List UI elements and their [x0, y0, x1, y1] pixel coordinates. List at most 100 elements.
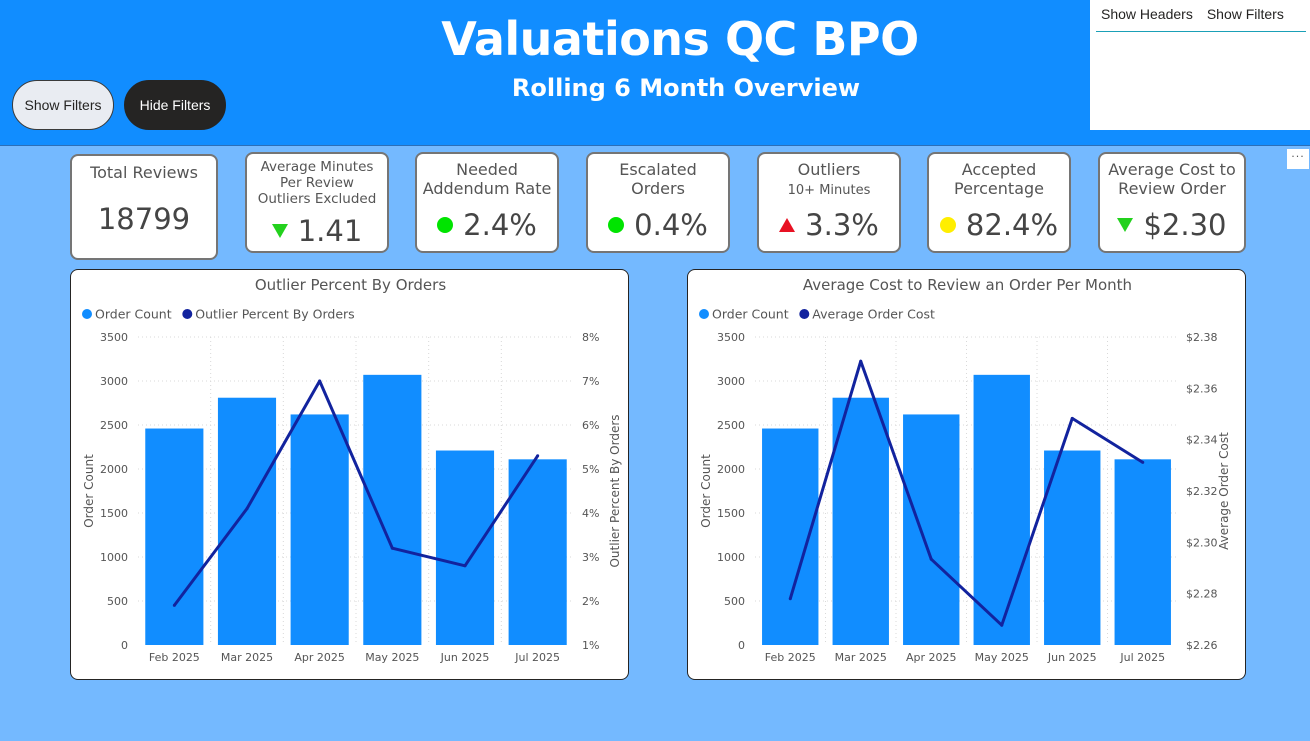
x-tick-label: May 2025	[975, 651, 1029, 664]
line-point	[536, 454, 540, 458]
line-point	[172, 603, 176, 607]
kpi-label: Total Reviews	[90, 163, 198, 182]
kpi-value: 1.41	[297, 214, 363, 248]
kpi-label: Average Cost to Review Order	[1108, 160, 1236, 198]
tab-show-headers[interactable]: Show Headers	[1101, 6, 1193, 22]
y-right-tick-label: $2.26	[1186, 639, 1218, 652]
kpi-value-row: 82.4%	[929, 208, 1069, 242]
kpi-value: 0.4%	[634, 208, 708, 242]
y-tick-label: 3000	[100, 375, 128, 388]
x-tick-label: Jun 2025	[440, 651, 490, 664]
y-tick-label: 1500	[717, 507, 745, 520]
y-axis-title: Order Count	[82, 454, 96, 528]
y-right-tick-label: 4%	[582, 507, 599, 520]
line-point	[788, 597, 792, 601]
kpi-value: 3.3%	[805, 208, 879, 242]
kpi-card-avg-cost: Average Cost to Review Order $2.30	[1098, 152, 1246, 253]
legend-marker	[82, 309, 92, 319]
hide-filters-button[interactable]: Hide Filters	[124, 80, 226, 130]
legend-item: Average Order Cost	[812, 307, 935, 322]
y-right-tick-label: 7%	[582, 375, 599, 388]
bar	[145, 428, 204, 645]
kpi-label: Average Minutes Per Review Outliers Excl…	[257, 159, 377, 207]
bookmark-navigator: Show Headers Show Filters	[1090, 0, 1310, 130]
kpi-card-outliers: Outliers 10+ Minutes 3.3%	[757, 152, 901, 253]
page-title: Valuations QC BPO	[441, 12, 919, 66]
y-tick-label: 3500	[717, 331, 745, 344]
chart-title: Outlier Percent By Orders	[255, 276, 446, 294]
y-right-tick-label: 8%	[582, 331, 599, 344]
kpi-value-row: 3.3%	[759, 208, 899, 242]
y-right-tick-label: 6%	[582, 419, 599, 432]
y-right-tick-label: 2%	[582, 595, 599, 608]
y-right-tick-label: $2.30	[1186, 536, 1218, 549]
kpi-label: Outliers	[797, 160, 861, 179]
x-tick-label: Mar 2025	[835, 651, 887, 664]
y-tick-label: 500	[107, 595, 128, 608]
chart-svg: Average Cost to Review an Order Per Mont…	[699, 276, 1231, 664]
kpi-value-row: $2.30	[1100, 208, 1244, 242]
y-right-tick-label: $2.28	[1186, 588, 1218, 601]
y-tick-label: 1000	[717, 551, 745, 564]
bar	[363, 374, 422, 645]
kpi-value: 82.4%	[965, 208, 1059, 242]
y-right-tick-label: $2.34	[1186, 434, 1218, 447]
chart-title: Average Cost to Review an Order Per Mont…	[803, 276, 1132, 294]
down-green-icon	[1117, 218, 1134, 232]
kpi-value: 18799	[97, 202, 191, 236]
green-dot-icon	[608, 217, 625, 233]
up-red-icon	[779, 218, 796, 232]
show-filters-button[interactable]: Show Filters	[12, 80, 114, 130]
bar	[973, 374, 1030, 645]
tab-show-filters[interactable]: Show Filters	[1206, 6, 1284, 22]
page-subtitle: Rolling 6 Month Overview	[511, 74, 861, 102]
line-point	[390, 546, 394, 550]
y-right-axis-title: Average Order Cost	[1217, 432, 1231, 550]
kpi-value-row: 2.4%	[417, 208, 557, 242]
y-tick-label: 1000	[100, 551, 128, 564]
kpi-label: Needed Addendum Rate	[422, 160, 552, 198]
x-tick-label: Mar 2025	[221, 651, 273, 664]
line-point	[929, 557, 933, 561]
x-tick-label: Feb 2025	[149, 651, 200, 664]
bar	[832, 397, 889, 645]
y-right-tick-label: 3%	[582, 551, 599, 564]
y-tick-label: 0	[121, 639, 128, 652]
y-right-tick-label: $2.32	[1186, 485, 1218, 498]
line-point	[245, 507, 249, 511]
x-tick-label: Jun 2025	[1047, 651, 1097, 664]
chart-outlier-percent[interactable]: Outlier Percent By Orders Order Count Outl…	[70, 269, 629, 680]
kpi-label: Escalated Orders	[619, 160, 697, 198]
kpi-label: Accepted Percentage	[953, 160, 1044, 198]
kpi-card-avg-minutes: Average Minutes Per Review Outliers Excl…	[245, 152, 389, 253]
chart-svg: Outlier Percent By Orders Order Count Outl…	[82, 276, 622, 664]
y-axis-title: Order Count	[699, 454, 713, 528]
line-point	[1070, 416, 1074, 420]
more-options-icon[interactable]: ···	[1287, 149, 1309, 169]
kpi-value: $2.30	[1143, 208, 1227, 242]
green-dot-icon	[437, 217, 454, 233]
line-point	[1000, 623, 1004, 627]
line-point	[1141, 460, 1145, 464]
kpi-card-needed-addendum: Needed Addendum Rate 2.4%	[415, 152, 559, 253]
y-tick-label: 2000	[717, 463, 745, 476]
series-line	[173, 379, 539, 607]
bar	[508, 459, 567, 645]
yellow-dot-icon	[939, 217, 956, 233]
legend-item: Outlier Percent By Orders	[195, 307, 354, 322]
line-point	[859, 359, 863, 363]
kpi-sublabel: 10+ Minutes	[787, 183, 871, 198]
y-right-axis-title: Outlier Percent By Orders	[608, 414, 622, 567]
y-tick-label: 2500	[717, 419, 745, 432]
x-tick-label: Apr 2025	[906, 651, 957, 664]
x-tick-label: Feb 2025	[765, 651, 816, 664]
y-tick-label: 3500	[100, 331, 128, 344]
y-right-tick-label: $2.36	[1186, 382, 1218, 395]
chart-avg-cost[interactable]: Average Cost to Review an Order Per Mont…	[687, 269, 1246, 680]
y-tick-label: 0	[738, 639, 745, 652]
y-right-tick-label: 1%	[582, 639, 599, 652]
legend-marker	[699, 309, 709, 319]
y-tick-label: 1500	[100, 507, 128, 520]
kpi-card-total-reviews: Total Reviews 18799	[70, 154, 218, 260]
y-right-tick-label: $2.38	[1186, 331, 1218, 344]
